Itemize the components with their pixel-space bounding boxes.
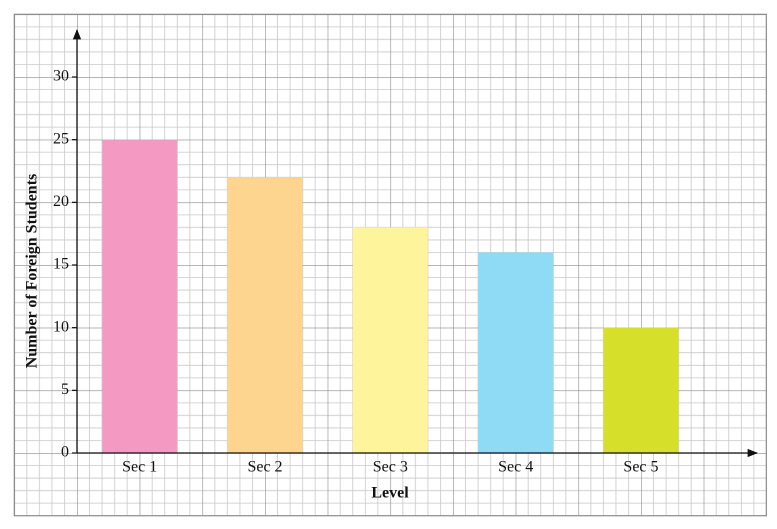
y-tick-label: 5 [61, 381, 69, 398]
bar [603, 327, 679, 453]
bar [102, 139, 178, 453]
y-tick-label: 10 [53, 318, 69, 335]
x-axis-label: Level [371, 485, 409, 502]
y-tick-label: 20 [53, 193, 69, 210]
bar [227, 177, 303, 453]
y-tick-label: 15 [53, 256, 69, 273]
y-tick-label: 25 [53, 130, 69, 147]
x-tick-label: Sec 3 [373, 459, 408, 476]
x-tick-label: Sec 1 [122, 459, 157, 476]
y-axis-label: Number of Foreign Students [24, 174, 41, 369]
y-tick-label: 30 [53, 68, 69, 85]
bar [478, 252, 554, 453]
y-tick-label: 0 [61, 444, 69, 461]
x-tick-label: Sec 4 [498, 459, 533, 476]
x-tick-label: Sec 5 [623, 459, 658, 476]
x-tick-label: Sec 2 [247, 459, 282, 476]
bar [352, 227, 428, 453]
